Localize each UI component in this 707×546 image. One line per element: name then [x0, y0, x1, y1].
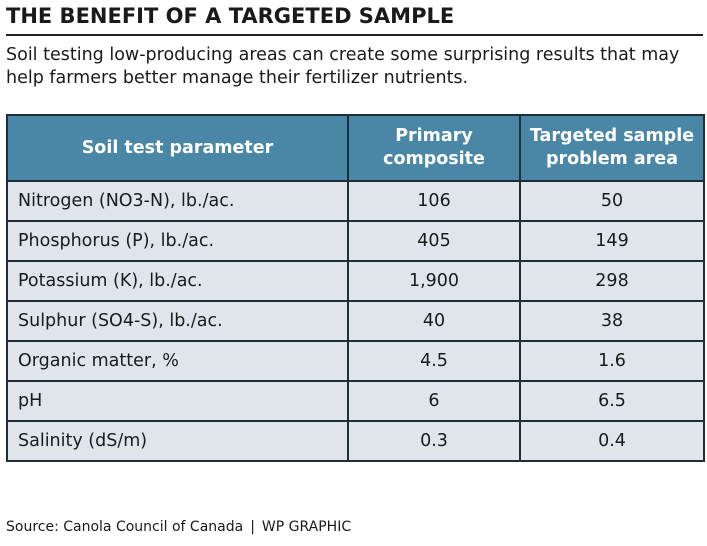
- row-label: Sulphur (SO4-S), lb./ac.: [6, 300, 349, 342]
- table-row: Salinity (dS/m) 0.3 0.4: [6, 420, 705, 462]
- primary-composite-value: 106: [347, 180, 521, 222]
- row-label: Organic matter, %: [6, 340, 349, 382]
- row-label: Potassium (K), lb./ac.: [6, 260, 349, 302]
- targeted-sample-value: 50: [519, 180, 705, 222]
- targeted-sample-value: 149: [519, 220, 705, 262]
- primary-composite-value: 405: [347, 220, 521, 262]
- table-header-row: Soil test parameter Primary composite Ta…: [6, 114, 705, 182]
- subtitle: Soil testing low-producing areas can cre…: [6, 45, 680, 88]
- targeted-sample-value: 298: [519, 260, 705, 302]
- primary-composite-value: 1,900: [347, 260, 521, 302]
- targeted-sample-value: 0.4: [519, 420, 705, 462]
- header-primary-composite-label: Primary composite: [383, 126, 485, 169]
- targeted-sample-value: 38: [519, 300, 705, 342]
- primary-composite-value: 0.3: [347, 420, 521, 462]
- header-targeted-sample: Targeted sample problem area: [519, 114, 705, 182]
- table-row: Phosphorus (P), lb./ac. 405 149: [6, 220, 705, 262]
- soil-test-table: Soil test parameter Primary composite Ta…: [6, 114, 705, 462]
- table-row: Organic matter, % 4.5 1.6: [6, 340, 705, 382]
- source-credit: Source: Canola Council of Canada | WP GRAP…: [6, 519, 351, 535]
- page-title: THE BENEFIT OF A TARGETED SAMPLE: [6, 4, 455, 28]
- header-primary-composite: Primary composite: [347, 114, 521, 182]
- table-row: Sulphur (SO4-S), lb./ac. 40 38: [6, 300, 705, 342]
- table-row: pH 6 6.5: [6, 380, 705, 422]
- header-targeted-sample-label: Targeted sample problem area: [529, 126, 695, 169]
- row-label: Nitrogen (NO3-N), lb./ac.: [6, 180, 349, 222]
- header-soil-test-parameter: Soil test parameter: [6, 114, 349, 182]
- table-row: Potassium (K), lb./ac. 1,900 298: [6, 260, 705, 302]
- primary-composite-value: 6: [347, 380, 521, 422]
- row-label: Salinity (dS/m): [6, 420, 349, 462]
- title-divider: [6, 34, 703, 36]
- primary-composite-value: 40: [347, 300, 521, 342]
- table-row: Nitrogen (NO3-N), lb./ac. 106 50: [6, 180, 705, 222]
- primary-composite-value: 4.5: [347, 340, 521, 382]
- targeted-sample-value: 6.5: [519, 380, 705, 422]
- source-text: Source: Canola Council of Canada: [6, 519, 244, 535]
- graphic-credit: WP GRAPHIC: [261, 519, 352, 535]
- row-label: Phosphorus (P), lb./ac.: [6, 220, 349, 262]
- source-separator: |: [250, 519, 255, 535]
- row-label: pH: [6, 380, 349, 422]
- targeted-sample-value: 1.6: [519, 340, 705, 382]
